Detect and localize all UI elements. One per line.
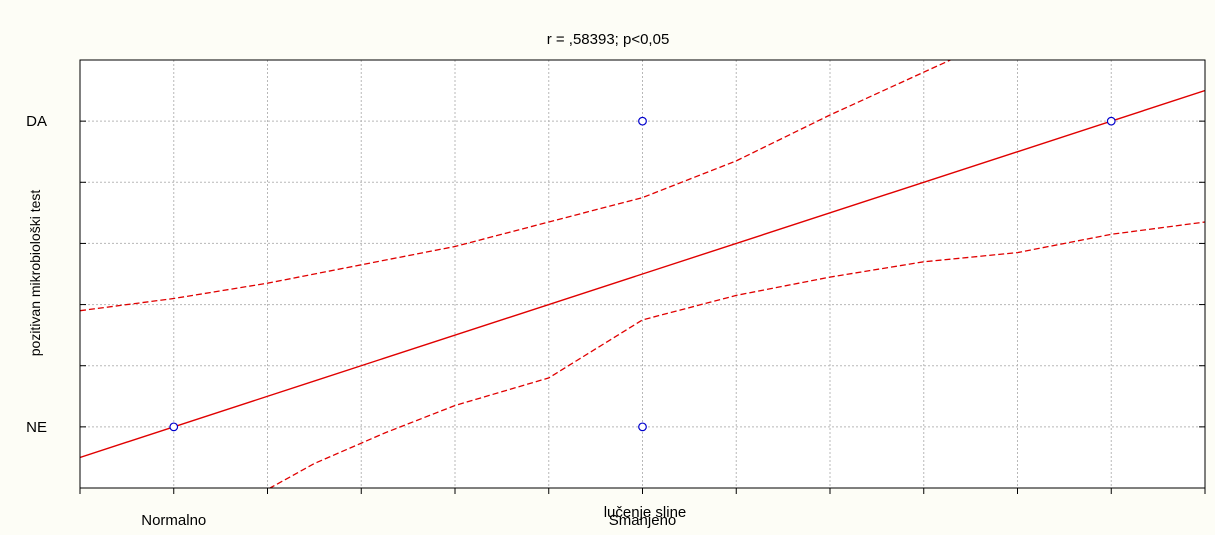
- x-tick-label: Smanjeno: [609, 512, 677, 529]
- x-tick-label: Normalno: [141, 512, 206, 529]
- chart-title: r = ,58393; p<0,05: [547, 31, 670, 48]
- data-point: [638, 422, 647, 432]
- y-tick-label: DA: [26, 113, 47, 130]
- data-point: [1106, 116, 1116, 126]
- regression-line: [80, 89, 1205, 459]
- y-tick-label: NE: [26, 419, 47, 436]
- axis-ticks: [79, 120, 1206, 494]
- confidence-band-lower: [268, 221, 1205, 488]
- confidence-bands: [80, 60, 1205, 488]
- y-axis-label: pozitivan mikrobiološki test: [27, 190, 43, 357]
- data-point: [169, 422, 179, 432]
- data-points: [169, 116, 1116, 432]
- regression-line-group: [80, 89, 1205, 459]
- confidence-band-upper: [80, 60, 953, 312]
- data-point: [638, 116, 647, 126]
- x-axis-label: lučenje sline: [604, 504, 687, 521]
